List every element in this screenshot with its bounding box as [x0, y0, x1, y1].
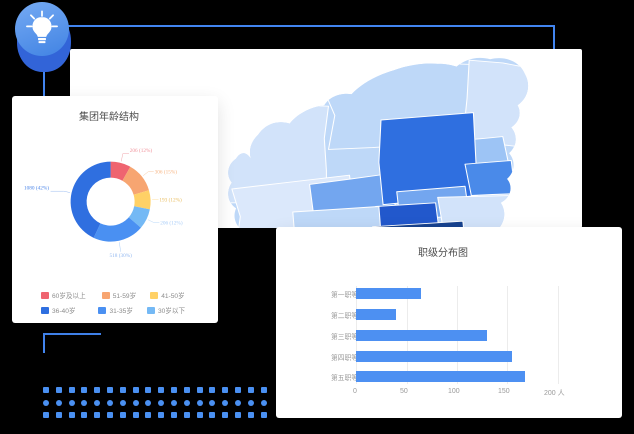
svg-text:206 (12%): 206 (12%)	[160, 220, 183, 227]
svg-text:306 (15%): 306 (15%)	[155, 169, 178, 176]
svg-text:1080 (42%): 1080 (42%)	[24, 184, 49, 191]
svg-text:193 (12%): 193 (12%)	[159, 196, 182, 203]
svg-text:518 (30%): 518 (30%)	[109, 252, 132, 259]
svg-text:206 (12%): 206 (12%)	[130, 147, 153, 154]
